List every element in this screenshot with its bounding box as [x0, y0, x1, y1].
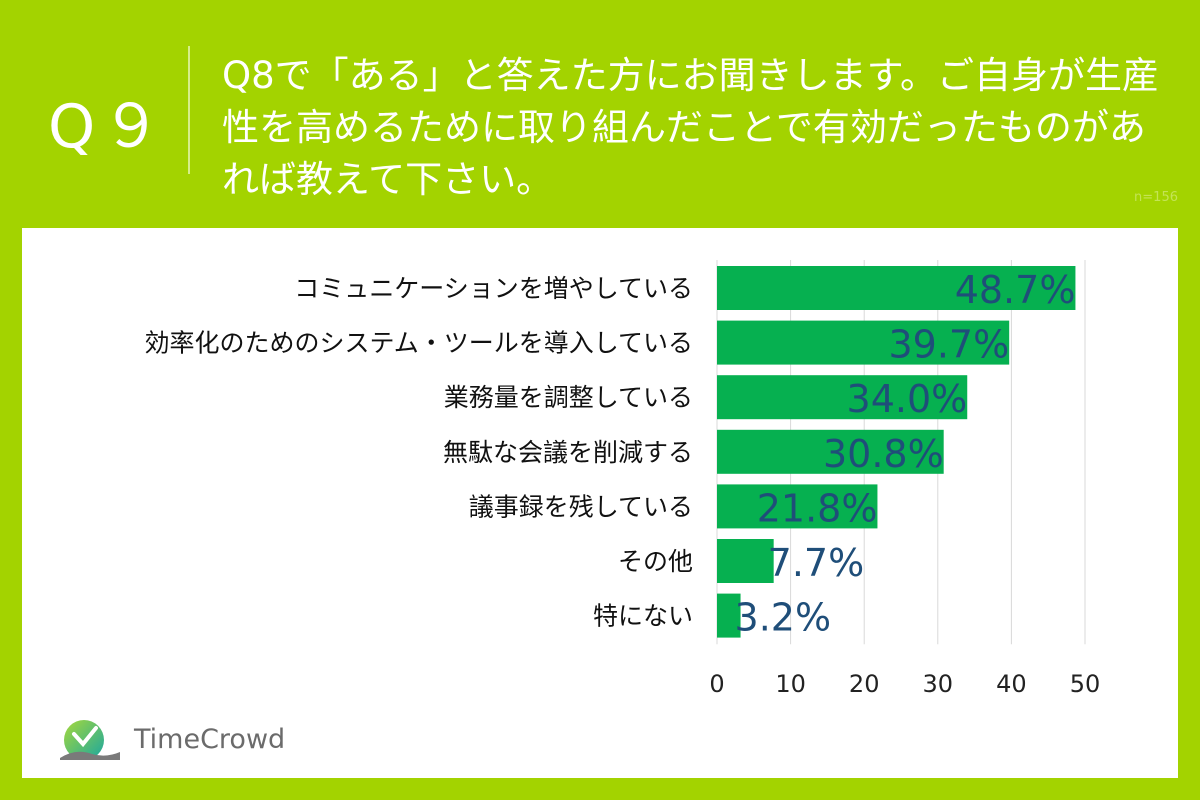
value-label: 34.0%	[847, 377, 968, 421]
bar	[717, 593, 741, 638]
value-label: 7.7%	[768, 541, 865, 585]
timecrowd-logo: TimeCrowd	[56, 714, 285, 764]
value-label: 48.7%	[955, 268, 1076, 312]
value-label: 39.7%	[888, 323, 1009, 367]
bar	[717, 539, 774, 583]
x-tick-label: 10	[775, 670, 806, 698]
x-tick-label: 50	[1070, 670, 1101, 698]
category-label: 効率化のためのシステム・ツールを導入している	[144, 329, 693, 358]
value-label: 30.8%	[823, 432, 944, 476]
x-tick-label: 0	[709, 670, 724, 698]
category-label: コミュニケーションを増やしている	[294, 274, 693, 303]
bar	[717, 375, 968, 420]
bar	[717, 320, 1010, 365]
brand-name: TimeCrowd	[134, 723, 286, 755]
bar	[717, 266, 1076, 310]
question-number: Q９	[48, 92, 168, 162]
header-divider	[188, 46, 190, 174]
category-label: 無駄な会議を削減する	[443, 438, 693, 467]
x-tick-label: 30	[923, 670, 954, 698]
sample-size-label: n=156	[1134, 190, 1178, 205]
category-label: その他	[618, 547, 693, 576]
category-label: 業務量を調整している	[444, 383, 693, 412]
category-label: 特にない	[593, 602, 693, 631]
value-label: 3.2%	[735, 596, 832, 640]
question-text: Q8で「ある」と答えた方にお聞きします。ご自身が生産性を高めるために取り組んだこ…	[222, 54, 1159, 201]
bar	[717, 429, 944, 474]
bar	[717, 484, 878, 529]
x-tick-label: 20	[849, 670, 880, 698]
timecrowd-logo-icon	[60, 720, 120, 760]
bar-chart: 0 10 20 30 40 50 コミュニケーションを増やしている 48.7% 効率化のためのシ…	[144, 260, 1101, 698]
value-label: 21.8%	[757, 486, 878, 530]
chart-panel: 0 10 20 30 40 50 コミュニケーションを増やしている 48.7% 効率化のためのシ…	[22, 228, 1178, 778]
x-tick-label: 40	[996, 670, 1027, 698]
category-label: 議事録を残している	[469, 492, 693, 521]
